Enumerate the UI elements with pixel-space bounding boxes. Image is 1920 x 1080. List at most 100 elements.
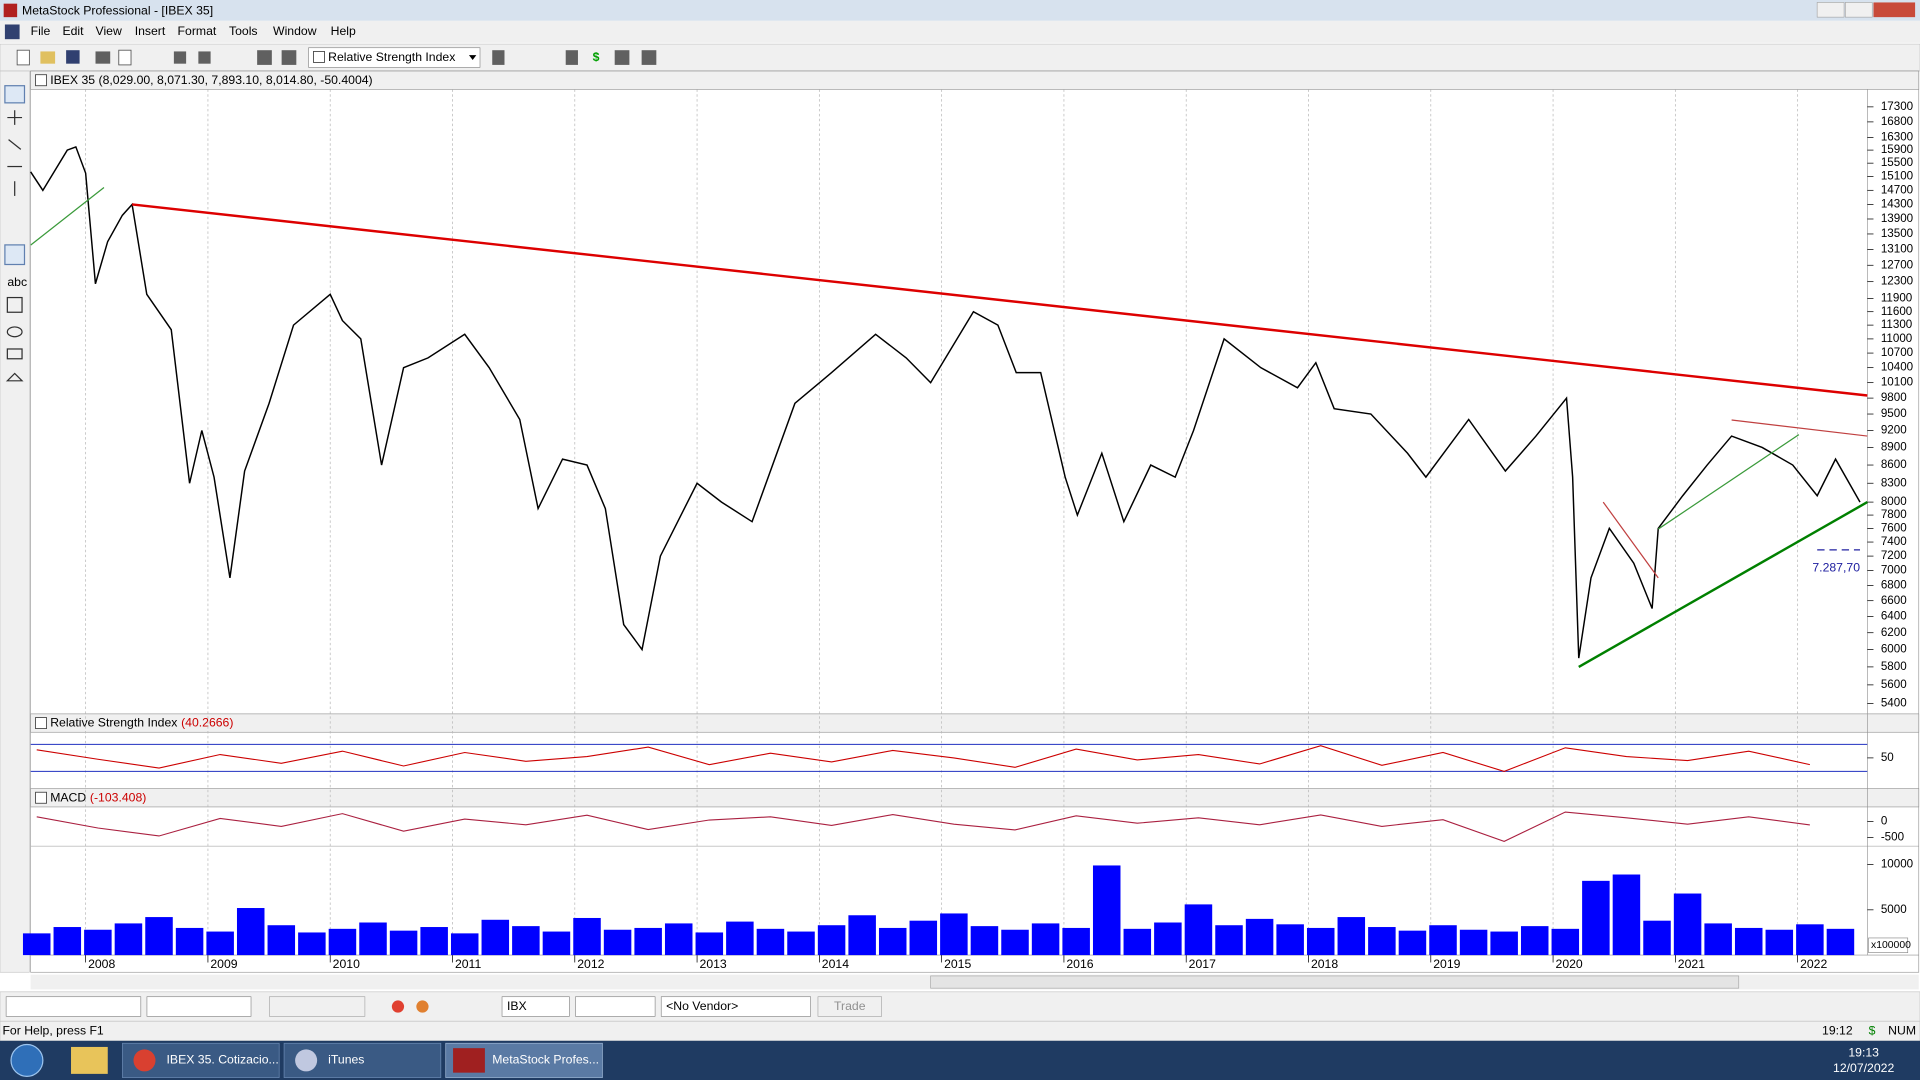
trend-line — [30, 187, 105, 246]
volume-bar — [1704, 923, 1732, 956]
volume-bar — [756, 928, 785, 956]
y-tick-label: 14700 — [1881, 183, 1914, 196]
y-tick-label: 7600 — [1881, 521, 1907, 534]
explorer-pin[interactable] — [71, 1046, 108, 1074]
volume-bar — [236, 908, 265, 956]
x-tick-label: 2013 — [700, 957, 727, 971]
cross-tool[interactable] — [7, 110, 23, 125]
menu-item[interactable]: Help — [331, 24, 356, 38]
print-button[interactable] — [95, 51, 111, 64]
rect-tool[interactable] — [6, 348, 23, 360]
y-tick-label: 9800 — [1881, 391, 1907, 404]
copy-button[interactable] — [173, 51, 187, 64]
start-button[interactable] — [10, 1043, 44, 1077]
save-button[interactable] — [66, 50, 80, 64]
system-button[interactable] — [565, 50, 578, 65]
expert-button[interactable] — [492, 50, 505, 65]
y-tick-label: 16800 — [1881, 115, 1914, 128]
multiplier-label: x100000 — [1871, 940, 1911, 951]
clock-date: 12/07/2022 — [1833, 1061, 1894, 1075]
scroll-thumb[interactable] — [930, 975, 1740, 989]
dollar-icon[interactable]: $ — [593, 50, 600, 64]
volume-bar — [1184, 904, 1213, 956]
menu-item[interactable]: Insert — [135, 24, 166, 38]
rsi-panel-title: Relative Strength Index (40.2666) — [50, 716, 233, 730]
chrome-icon[interactable] — [391, 1000, 405, 1013]
y-tick-label: 15100 — [1881, 170, 1914, 183]
volume-bar — [450, 933, 479, 956]
menu-item[interactable]: File — [31, 24, 51, 38]
open-button[interactable] — [40, 51, 56, 64]
taskbar-label: iTunes — [328, 1053, 364, 1067]
volume-bar — [512, 926, 540, 956]
x-tick-label: 2022 — [1800, 957, 1827, 971]
x-tick-label: 2012 — [577, 957, 604, 971]
status-time: 19:12 — [1822, 1023, 1853, 1037]
x-tick-label: 2019 — [1433, 957, 1460, 971]
ellipse-tool[interactable] — [6, 326, 23, 338]
menu-item[interactable]: View — [96, 24, 122, 38]
vendor-text: <No Vendor> — [666, 999, 738, 1013]
series-line — [36, 745, 1810, 772]
triangle-tool[interactable] — [5, 372, 24, 382]
y-tick-label: 6200 — [1881, 626, 1907, 639]
volume-bar — [389, 930, 418, 956]
volume-bar — [114, 923, 143, 956]
explorer-button[interactable] — [614, 50, 630, 65]
x-tick-label: 2016 — [1066, 957, 1093, 971]
y-tick-label: 13100 — [1881, 242, 1914, 255]
volume-bar — [175, 927, 204, 956]
y-tick-label: 8000 — [1881, 495, 1907, 508]
x-tick-label: 2017 — [1189, 957, 1216, 971]
y-tick-label: 12700 — [1881, 258, 1914, 271]
zoom-button[interactable] — [281, 50, 297, 65]
status-currency: $ — [1869, 1023, 1876, 1037]
move-button[interactable] — [257, 50, 272, 65]
volume-bar — [1368, 927, 1396, 956]
window-title: MetaStock Professional - [IBEX 35] — [22, 3, 213, 17]
pointer-tool[interactable] — [4, 85, 26, 104]
volume-bar — [1001, 929, 1029, 956]
line-tool[interactable] — [8, 139, 22, 150]
status-help: For Help, press F1 — [2, 1023, 103, 1037]
line-width-combo[interactable] — [146, 996, 252, 1017]
indicator-dropdown[interactable] — [308, 47, 481, 68]
y-tick-label: 11600 — [1881, 305, 1913, 318]
trade-button[interactable] — [817, 996, 882, 1017]
close-button[interactable] — [1873, 2, 1916, 18]
color-palette[interactable] — [269, 996, 366, 1017]
vendor-combo[interactable] — [660, 996, 811, 1017]
trend-line — [1578, 501, 1868, 668]
symbol-box[interactable] — [501, 996, 570, 1017]
menu-bar — [0, 20, 1920, 43]
trade-label: Trade — [834, 999, 866, 1013]
new-button[interactable] — [16, 49, 30, 66]
minimize-button[interactable] — [1816, 2, 1845, 18]
line-style-combo[interactable] — [5, 996, 142, 1017]
y-tick-label: 9200 — [1881, 424, 1907, 437]
app-icon — [3, 3, 18, 18]
table-tool[interactable] — [6, 296, 23, 313]
title-bar — [0, 0, 1920, 21]
menu-item[interactable]: Format — [178, 24, 217, 38]
text-tool[interactable]: abc — [7, 275, 27, 289]
volume-bar — [1429, 925, 1457, 956]
menu-item[interactable]: Edit — [62, 24, 84, 38]
metastock-app-icon — [453, 1048, 485, 1073]
cycle-tool[interactable] — [4, 244, 26, 266]
volume-bar — [848, 915, 876, 956]
panel-icon — [35, 717, 47, 729]
paste-button[interactable] — [198, 51, 211, 64]
volume-bar — [1245, 918, 1274, 956]
status-bar — [0, 1020, 1920, 1042]
period-combo[interactable] — [575, 996, 656, 1017]
browser-icon[interactable] — [416, 1000, 429, 1013]
y-tick-label: 10100 — [1881, 376, 1914, 389]
preview-button[interactable] — [118, 49, 132, 66]
menu-item[interactable]: Tools — [229, 24, 258, 38]
chart-window — [30, 70, 1920, 973]
volume-bar — [1551, 928, 1580, 956]
menu-item[interactable]: Window — [273, 24, 317, 38]
maximize-button[interactable] — [1845, 2, 1873, 18]
help-button[interactable] — [641, 50, 657, 65]
